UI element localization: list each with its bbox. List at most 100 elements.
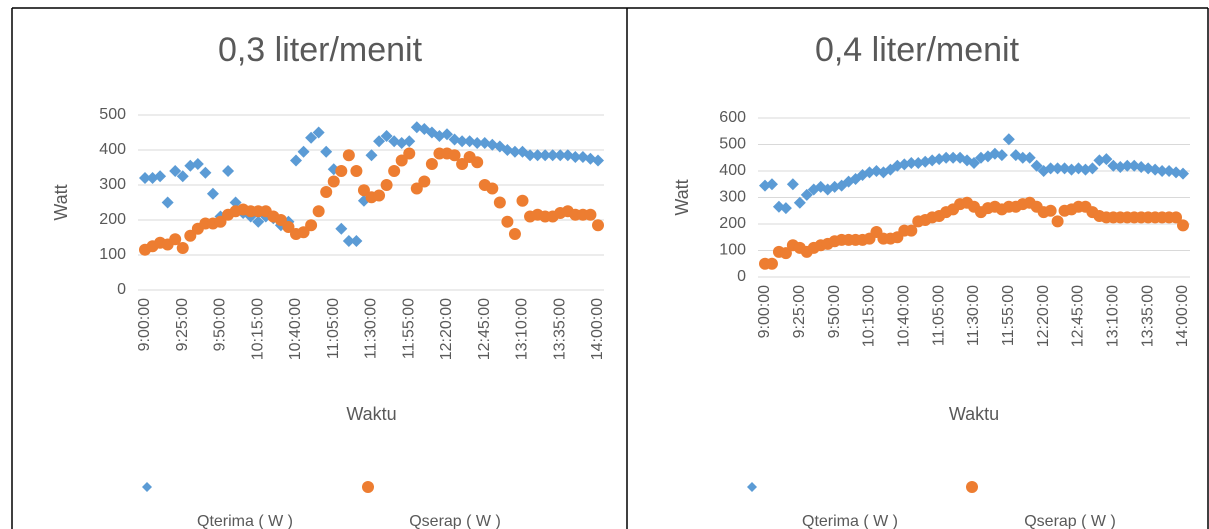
x-tick-label: 9:50:00 bbox=[826, 285, 843, 338]
data-point bbox=[418, 175, 431, 188]
data-point bbox=[297, 145, 310, 158]
y-tick-label: 200 bbox=[719, 215, 746, 232]
data-point bbox=[252, 215, 265, 228]
x-tick-label: 12:45:00 bbox=[476, 298, 493, 360]
data-point bbox=[320, 145, 333, 158]
data-point bbox=[592, 219, 604, 232]
data-point bbox=[139, 172, 151, 184]
data-point bbox=[516, 194, 529, 207]
data-point bbox=[493, 196, 506, 209]
x-tick-label: 9:25:00 bbox=[174, 298, 191, 351]
data-point bbox=[1156, 165, 1169, 177]
y-tick-label: 200 bbox=[99, 211, 126, 228]
data-point bbox=[305, 219, 318, 232]
x-tick-label: 9:25:00 bbox=[791, 285, 808, 338]
data-point bbox=[554, 149, 567, 162]
data-point bbox=[335, 165, 348, 177]
data-point bbox=[312, 126, 325, 139]
data-point bbox=[290, 154, 302, 167]
y-tick-label: 100 bbox=[99, 246, 126, 263]
y-axis-title: Watt bbox=[51, 184, 71, 220]
data-point bbox=[905, 157, 918, 170]
data-point bbox=[206, 187, 219, 200]
y-axis-title: Watt bbox=[672, 179, 692, 215]
data-point bbox=[176, 170, 189, 183]
x-tick-label: 10:15:00 bbox=[861, 285, 878, 347]
x-tick-label: 14:00:00 bbox=[589, 298, 606, 360]
data-point bbox=[365, 149, 378, 162]
data-point bbox=[947, 151, 960, 164]
legend-label: Qterima ( W ) bbox=[197, 513, 293, 529]
data-point bbox=[779, 202, 792, 215]
data-point bbox=[1051, 162, 1064, 175]
data-point bbox=[342, 149, 355, 162]
x-axis-title: Waktu bbox=[949, 404, 999, 424]
legend-marker bbox=[747, 482, 757, 492]
y-tick-label: 500 bbox=[719, 136, 746, 153]
data-point bbox=[350, 165, 363, 177]
data-point bbox=[154, 170, 167, 183]
data-point bbox=[569, 151, 582, 163]
data-point bbox=[1086, 162, 1099, 175]
x-tick-label: 10:40:00 bbox=[896, 285, 913, 347]
data-point bbox=[1100, 153, 1113, 166]
legend-label: Qserap ( W ) bbox=[1024, 513, 1116, 529]
data-point bbox=[968, 157, 980, 170]
x-tick-label: 12:45:00 bbox=[1070, 285, 1087, 347]
x-tick-label: 9:00:00 bbox=[756, 285, 773, 338]
data-point bbox=[456, 158, 469, 170]
x-tick-label: 10:15:00 bbox=[249, 298, 266, 360]
data-point bbox=[214, 215, 227, 228]
data-point bbox=[425, 158, 438, 170]
y-tick-label: 500 bbox=[99, 106, 126, 123]
data-point bbox=[335, 222, 348, 235]
x-tick-label: 11:55:00 bbox=[1000, 285, 1017, 346]
x-axis-title: Waktu bbox=[346, 404, 396, 424]
data-point bbox=[539, 149, 552, 162]
data-point bbox=[373, 189, 386, 202]
data-point bbox=[765, 178, 778, 191]
data-point bbox=[199, 166, 212, 179]
data-point bbox=[229, 196, 242, 209]
x-tick-label: 11:30:00 bbox=[363, 298, 380, 359]
data-point bbox=[184, 229, 197, 242]
y-tick-label: 0 bbox=[117, 281, 126, 298]
data-point bbox=[403, 135, 416, 148]
data-point bbox=[1030, 159, 1043, 172]
data-point bbox=[441, 128, 453, 141]
data-point bbox=[222, 165, 235, 177]
data-point bbox=[800, 188, 813, 201]
data-point bbox=[448, 149, 461, 162]
data-point bbox=[786, 178, 799, 191]
data-point bbox=[486, 182, 499, 195]
data-point bbox=[169, 233, 182, 246]
data-point bbox=[297, 226, 310, 239]
data-point bbox=[471, 137, 484, 149]
x-tick-label: 11:30:00 bbox=[965, 285, 982, 346]
data-point bbox=[395, 154, 408, 167]
legend-marker bbox=[142, 482, 152, 492]
chart-title: 0,3 liter/menit bbox=[218, 31, 423, 69]
data-point bbox=[1016, 151, 1029, 164]
data-point bbox=[380, 179, 393, 191]
legend-label: Qterima ( W ) bbox=[802, 513, 898, 529]
x-tick-label: 12:20:00 bbox=[1035, 285, 1052, 347]
data-point bbox=[940, 151, 953, 164]
data-point bbox=[531, 149, 544, 162]
y-tick-label: 600 bbox=[719, 109, 746, 126]
y-tick-label: 0 bbox=[737, 268, 746, 285]
data-point bbox=[779, 247, 792, 260]
data-point bbox=[403, 147, 416, 160]
data-point bbox=[327, 175, 340, 188]
data-point bbox=[1044, 162, 1057, 175]
data-point bbox=[765, 257, 778, 270]
data-point bbox=[501, 215, 514, 228]
data-point bbox=[1002, 133, 1015, 146]
x-tick-label: 12:20:00 bbox=[438, 298, 455, 360]
data-point bbox=[274, 214, 287, 226]
data-point bbox=[508, 228, 521, 240]
data-point bbox=[1051, 215, 1064, 228]
data-point bbox=[905, 224, 918, 237]
data-point bbox=[312, 205, 325, 218]
chart-title: 0,4 liter/menit bbox=[815, 31, 1020, 69]
